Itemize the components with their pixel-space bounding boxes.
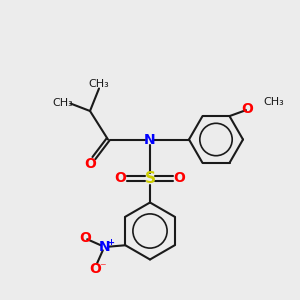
Text: CH₃: CH₃ — [88, 79, 110, 89]
Text: +: + — [107, 238, 114, 247]
Text: CH₃: CH₃ — [263, 97, 284, 107]
Text: S: S — [145, 171, 155, 186]
Text: O: O — [84, 157, 96, 170]
Text: N: N — [98, 240, 110, 254]
Text: CH₃: CH₃ — [52, 98, 74, 109]
Text: O: O — [89, 262, 101, 276]
Text: O: O — [173, 172, 185, 185]
Text: ⁻: ⁻ — [100, 261, 106, 274]
Text: O: O — [242, 102, 254, 116]
Text: O: O — [79, 231, 91, 245]
Text: O: O — [115, 172, 127, 185]
Text: N: N — [144, 133, 156, 146]
